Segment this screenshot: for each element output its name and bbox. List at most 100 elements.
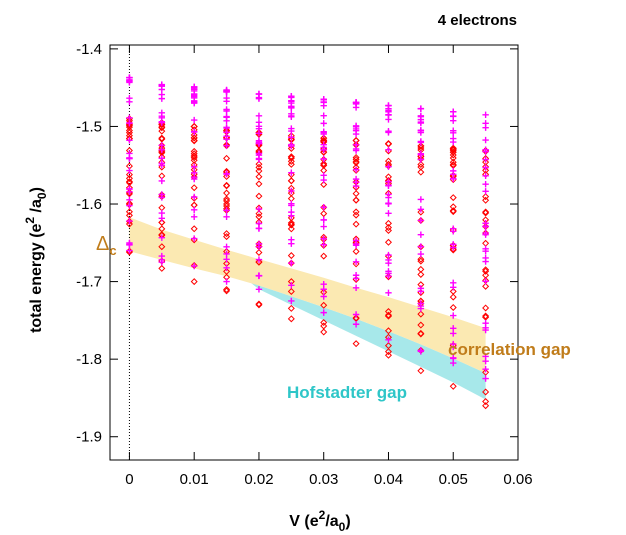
- data-point-diamond: [320, 252, 328, 260]
- data-point-plus: [320, 172, 327, 179]
- data-point-diamond: [190, 278, 198, 286]
- data-point-diamond: [352, 211, 360, 219]
- x-tick-label: 0: [125, 471, 133, 488]
- data-point-plus: [288, 103, 295, 110]
- data-point-diamond: [223, 182, 231, 190]
- data-point-plus: [320, 128, 327, 135]
- data-point-diamond: [352, 220, 360, 228]
- data-point-diamond: [482, 209, 490, 217]
- data-point-diamond: [482, 368, 490, 376]
- data-point-diamond: [223, 154, 231, 162]
- data-point-plus: [288, 93, 295, 100]
- data-point-diamond: [352, 247, 360, 255]
- data-point-diamond: [352, 340, 360, 348]
- data-point-diamond: [482, 304, 490, 312]
- data-point-plus: [288, 202, 295, 209]
- data-point-plus: [320, 241, 327, 248]
- data-point-diamond: [449, 151, 457, 159]
- data-point-diamond: [320, 134, 328, 142]
- data-point-diamond: [417, 208, 425, 216]
- data-point-plus: [223, 278, 230, 285]
- data-point-plus: [190, 163, 198, 171]
- data-point-diamond: [384, 311, 392, 319]
- data-point-plus: [417, 156, 425, 163]
- data-point-plus: [482, 188, 489, 195]
- y-tick-label: -1.5: [76, 118, 102, 135]
- data-point-plus: [417, 243, 425, 250]
- data-point-plus: [417, 150, 425, 157]
- data-point-diamond: [158, 124, 166, 132]
- data-point-plus: [190, 262, 198, 270]
- data-point-diamond: [320, 210, 328, 218]
- data-point-plus: [190, 193, 198, 201]
- data-point-plus: [126, 247, 133, 254]
- data-point-plus: [482, 156, 489, 163]
- data-point-diamond: [320, 319, 328, 327]
- data-point-plus: [450, 279, 457, 287]
- data-point-plus: [352, 321, 360, 328]
- data-point-plus: [223, 213, 230, 221]
- data-point-diamond: [223, 173, 231, 181]
- data-point-diamond: [449, 145, 457, 153]
- data-point-diamond: [449, 154, 457, 162]
- data-point-diamond: [482, 282, 490, 290]
- data-point-plus: [450, 135, 457, 142]
- data-point-diamond: [449, 246, 457, 254]
- data-point-plus: [417, 217, 425, 224]
- data-point-plus: [385, 251, 392, 259]
- data-point-diamond: [352, 260, 360, 268]
- data-point-diamond: [417, 270, 425, 278]
- data-point-plus: [190, 116, 198, 124]
- data-point-diamond: [190, 184, 198, 192]
- x-tick-label: 0.02: [244, 471, 273, 488]
- data-point-plus: [255, 155, 263, 162]
- data-point-plus: [385, 163, 392, 170]
- x-axis-label: V (e2/a0): [289, 508, 350, 534]
- data-point-plus: [450, 340, 457, 348]
- data-point-diamond: [190, 147, 198, 155]
- data-point-plus: [450, 241, 457, 248]
- data-point-plus: [385, 194, 392, 201]
- data-point-plus: [417, 250, 425, 258]
- data-point-diamond: [482, 196, 490, 204]
- data-point-diamond: [287, 252, 295, 260]
- data-point-diamond: [449, 207, 457, 215]
- data-point-plus: [482, 172, 489, 180]
- data-point-plus: [288, 297, 295, 305]
- data-point-diamond: [255, 173, 263, 181]
- data-point-plus: [126, 241, 133, 249]
- data-point-plus: [158, 252, 166, 260]
- data-point-plus: [255, 240, 263, 248]
- data-point-diamond: [482, 267, 490, 275]
- data-point-plus: [288, 187, 295, 195]
- data-point-plus: [223, 250, 230, 258]
- data-point-plus: [126, 167, 133, 174]
- data-point-diamond: [255, 301, 263, 309]
- x-tick-label: 0.04: [374, 471, 403, 488]
- y-tick-label: -1.9: [76, 429, 102, 446]
- data-point-diamond: [482, 388, 490, 396]
- data-point-plus: [126, 79, 133, 86]
- data-point-plus: [288, 259, 295, 267]
- data-point-plus: [417, 139, 425, 146]
- data-point-diamond: [417, 257, 425, 265]
- data-point-plus: [158, 82, 166, 90]
- data-point-plus: [417, 196, 425, 203]
- data-point-plus: [190, 174, 198, 181]
- data-point-plus: [352, 100, 360, 108]
- data-point-plus: [320, 235, 327, 243]
- data-point-diamond: [449, 194, 457, 202]
- data-point-plus: [385, 210, 392, 217]
- data-point-diamond: [125, 127, 133, 135]
- data-point-plus: [320, 223, 327, 230]
- data-point-plus: [190, 206, 198, 213]
- data-point-diamond: [352, 196, 360, 204]
- data-point-plus: [223, 133, 230, 140]
- data-point-plus: [126, 202, 133, 209]
- data-point-plus: [482, 229, 489, 237]
- data-point-plus: [482, 245, 489, 253]
- data-point-diamond: [384, 312, 392, 320]
- data-point-plus: [288, 208, 295, 216]
- data-point-diamond: [449, 161, 457, 169]
- data-point-diamond: [417, 142, 425, 150]
